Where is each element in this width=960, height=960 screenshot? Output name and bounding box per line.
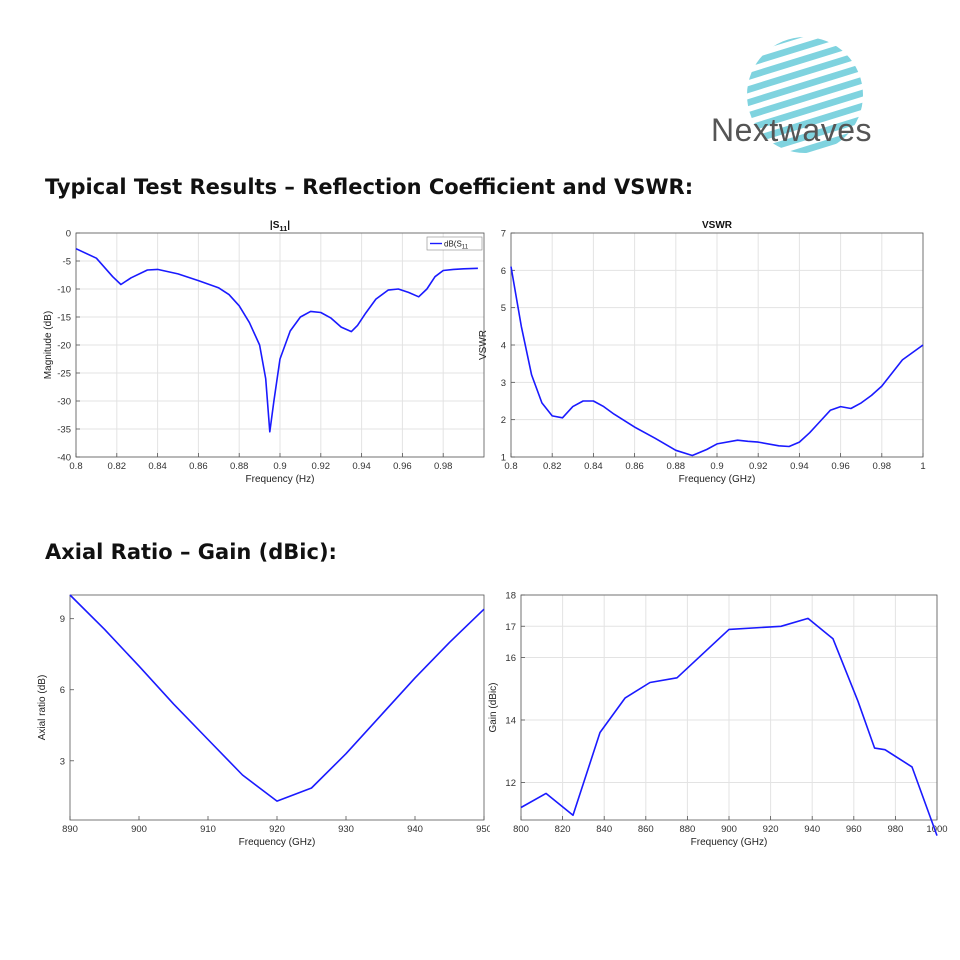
axial-ytick-label: 6 xyxy=(60,685,65,696)
vswr-series-line xyxy=(510,266,924,457)
s11-xtick-label: 0.8 xyxy=(69,461,82,472)
vswr-ytick-label: 1 xyxy=(501,453,506,464)
vswr-xtick-label: 1 xyxy=(920,461,925,472)
s11-ytick-label: -20 xyxy=(57,341,71,352)
logo-stripe xyxy=(747,62,863,134)
axial-xtick-label: 940 xyxy=(407,824,423,835)
s11-legend-label: dB(S11 xyxy=(444,240,469,251)
vswr-ytick-label: 3 xyxy=(501,378,506,389)
s11-xtick-label: 0.86 xyxy=(189,461,208,472)
gain-x-axis-label: Frequency (GHz) xyxy=(691,837,768,848)
s11-xtick-label: 0.9 xyxy=(273,461,286,472)
gain-xtick-label: 820 xyxy=(555,824,571,835)
axial-x-axis-label: Frequency (GHz) xyxy=(239,837,316,848)
s11-xtick-label: 0.84 xyxy=(148,461,167,472)
vswr-xtick-label: 0.96 xyxy=(831,461,850,472)
s11-y-axis-label: Magnitude (dB) xyxy=(43,311,54,379)
vswr-xtick-label: 0.94 xyxy=(790,461,809,472)
vswr-ytick-label: 6 xyxy=(501,266,506,277)
vswr-chart-title: VSWR xyxy=(702,220,733,231)
s11-ytick-label: -35 xyxy=(57,425,71,436)
vswr-xtick-label: 0.8 xyxy=(504,461,517,472)
s11-xtick-label: 0.98 xyxy=(434,461,453,472)
s11-ytick-label: -5 xyxy=(63,257,71,268)
gain-ytick-label: 17 xyxy=(505,622,516,633)
s11-xtick-label: 0.82 xyxy=(108,461,127,472)
gain-ytick-label: 14 xyxy=(505,716,516,727)
gain-xtick-label: 860 xyxy=(638,824,654,835)
vswr-chart: 0.8 0.82 0.84 0.86 0.88 0.9 0.92 0.94 0.96 0.98 1 1… xyxy=(478,220,926,485)
gain-xtick-label: 900 xyxy=(721,824,737,835)
vswr-xtick-label: 0.98 xyxy=(873,461,892,472)
gain-xtick-label: 960 xyxy=(846,824,862,835)
axial-y-axis-label: Axial ratio (dB) xyxy=(37,675,48,741)
s11-ytick-label: -40 xyxy=(57,453,71,464)
axial-xtick-label: 950 xyxy=(476,824,490,835)
gain-xtick-label: 1000 xyxy=(926,824,947,835)
s11-ytick-label: 0 xyxy=(66,229,71,240)
vswr-ytick-label: 5 xyxy=(501,303,506,314)
vswr-xtick-label: 0.84 xyxy=(584,461,603,472)
s11-legend-box xyxy=(426,236,483,251)
gain-xtick-label: 840 xyxy=(596,824,612,835)
s11-ytick-label: -10 xyxy=(57,285,71,296)
s11-x-axis-label: Frequency (Hz) xyxy=(246,474,315,485)
gain-y-axis-label: Gain (dBic) xyxy=(488,682,499,732)
gain-ytick-label: 18 xyxy=(505,591,516,602)
axial-ytick-label: 9 xyxy=(60,614,65,625)
axial-xtick-label: 930 xyxy=(338,824,354,835)
vswr-xtick-label: 0.92 xyxy=(749,461,768,472)
axial-xtick-label: 890 xyxy=(62,824,78,835)
s11-ytick-label: -30 xyxy=(57,397,71,408)
logo-stripe xyxy=(747,101,863,153)
vswr-xtick-label: 0.86 xyxy=(625,461,644,472)
s11-xtick-label: 0.88 xyxy=(230,461,249,472)
gain-chart: 800 820 840 860 880 900 920 940 960 980 1000 12 14 16… xyxy=(488,591,948,849)
axial-xtick-label: 920 xyxy=(269,824,285,835)
gain-ytick-label: 12 xyxy=(505,778,516,789)
s11-xtick-label: 0.94 xyxy=(352,461,371,472)
s11-chart: 0.8 0.82 0.84 0.86 0.88 0.9 0.92 0.94 0.96 0.98 0 -… xyxy=(43,220,485,485)
s11-ytick-label: -15 xyxy=(57,313,71,324)
reflection-section-title: Typical Test Results – Reflection Coeffi… xyxy=(45,175,694,199)
vswr-x-axis-label: Frequency (GHz) xyxy=(679,474,756,485)
gain-xtick-label: 980 xyxy=(887,824,903,835)
axial-xtick-label: 910 xyxy=(200,824,216,835)
s11-ytick-label: -25 xyxy=(57,369,71,380)
brand-logo-waves-icon xyxy=(747,37,863,153)
s11-chart-title: |S11| xyxy=(270,220,290,233)
gain-xtick-label: 800 xyxy=(513,824,529,835)
s11-series-line xyxy=(75,247,478,433)
brand-name: Nextwaves xyxy=(711,112,872,148)
axial-ytick-label: 3 xyxy=(60,756,65,767)
axial-gain-section-title: Axial Ratio – Gain (dBic): xyxy=(45,540,337,564)
vswr-ytick-label: 7 xyxy=(501,229,506,240)
gain-xtick-label: 880 xyxy=(679,824,695,835)
s11-xtick-label: 0.96 xyxy=(393,461,412,472)
vswr-y-axis-label: VSWR xyxy=(478,330,489,360)
gain-series-line xyxy=(520,617,938,836)
gain-ytick-label: 16 xyxy=(505,653,516,664)
s11-xtick-label: 0.92 xyxy=(312,461,331,472)
axial-xtick-label: 900 xyxy=(131,824,147,835)
gain-xtick-label: 920 xyxy=(763,824,779,835)
gain-xtick-label: 940 xyxy=(804,824,820,835)
axial-ratio-chart: 890 900 910 920 930 940 950 3 6 9 Frequency (GHz) A… xyxy=(37,594,490,848)
vswr-xtick-label: 0.88 xyxy=(667,461,686,472)
brand-logo: Nextwaves xyxy=(700,35,910,160)
vswr-ytick-label: 2 xyxy=(501,415,506,426)
vswr-ytick-label: 4 xyxy=(501,341,506,352)
axial-plot-area xyxy=(70,595,484,820)
vswr-xtick-label: 0.9 xyxy=(710,461,723,472)
vswr-xtick-label: 0.82 xyxy=(543,461,562,472)
